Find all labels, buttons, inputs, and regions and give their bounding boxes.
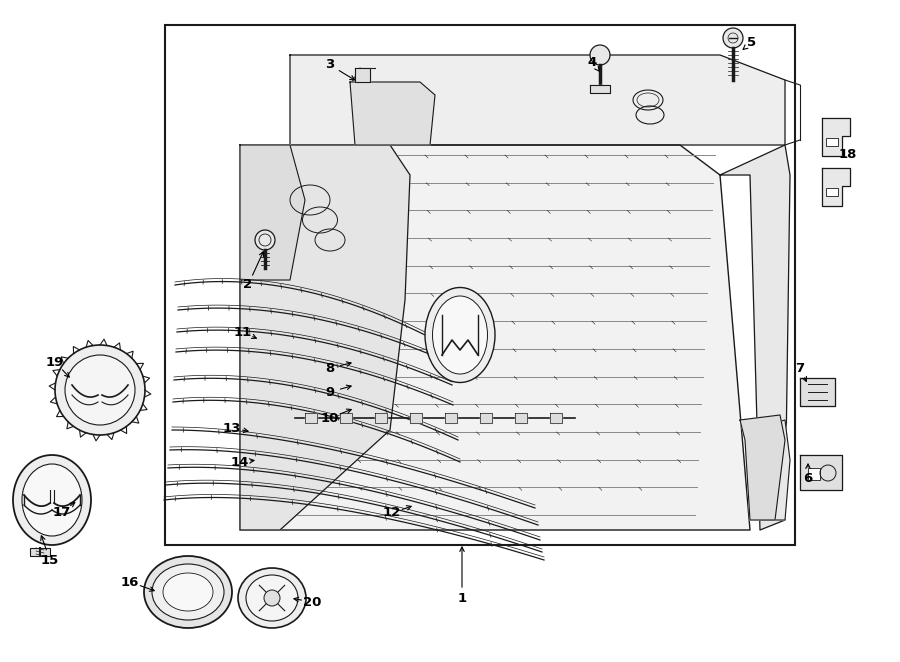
Polygon shape: [822, 168, 850, 206]
Polygon shape: [550, 413, 562, 423]
Text: 14: 14: [230, 455, 249, 469]
Text: 16: 16: [121, 575, 140, 589]
Ellipse shape: [433, 296, 488, 374]
Polygon shape: [240, 145, 305, 280]
Bar: [165, 25, 795, 545]
Text: 20: 20: [302, 596, 321, 608]
Polygon shape: [480, 413, 492, 423]
Text: 11: 11: [234, 326, 252, 338]
Text: 3: 3: [326, 58, 335, 71]
Text: 1: 1: [457, 592, 466, 604]
Polygon shape: [720, 145, 790, 530]
Bar: [30, 548, 50, 556]
Polygon shape: [740, 415, 785, 520]
Polygon shape: [355, 68, 370, 82]
Text: 15: 15: [40, 553, 59, 567]
Text: 19: 19: [46, 355, 64, 369]
Text: 17: 17: [53, 506, 71, 518]
Polygon shape: [445, 413, 457, 423]
Bar: [826, 188, 838, 196]
Polygon shape: [290, 55, 785, 145]
Circle shape: [255, 230, 275, 250]
Polygon shape: [515, 413, 527, 423]
Polygon shape: [800, 378, 835, 406]
Circle shape: [65, 355, 135, 425]
Circle shape: [55, 345, 145, 435]
Bar: [808, 468, 820, 480]
Ellipse shape: [425, 287, 495, 383]
Bar: [826, 138, 838, 146]
Polygon shape: [240, 145, 410, 530]
Circle shape: [264, 590, 280, 606]
Text: 13: 13: [223, 422, 241, 434]
Ellipse shape: [246, 575, 298, 621]
Ellipse shape: [152, 564, 224, 620]
Polygon shape: [350, 82, 435, 145]
Text: 5: 5: [747, 36, 757, 48]
Text: 12: 12: [382, 506, 401, 520]
Polygon shape: [410, 413, 422, 423]
Polygon shape: [750, 420, 790, 520]
Text: 8: 8: [326, 361, 335, 375]
Text: 6: 6: [804, 471, 813, 485]
Polygon shape: [240, 145, 750, 530]
Text: 9: 9: [326, 385, 335, 399]
Polygon shape: [340, 413, 352, 423]
Polygon shape: [305, 413, 317, 423]
Polygon shape: [375, 413, 387, 423]
Text: 18: 18: [839, 148, 857, 162]
Polygon shape: [822, 118, 850, 156]
Text: 2: 2: [243, 279, 253, 291]
Ellipse shape: [144, 556, 232, 628]
Polygon shape: [800, 455, 842, 490]
Text: 4: 4: [588, 56, 597, 68]
Ellipse shape: [238, 568, 306, 628]
Ellipse shape: [22, 464, 82, 536]
Text: 7: 7: [796, 361, 805, 375]
Polygon shape: [590, 85, 610, 93]
Text: 10: 10: [320, 412, 339, 424]
Ellipse shape: [13, 455, 91, 545]
Ellipse shape: [163, 573, 213, 611]
Circle shape: [723, 28, 743, 48]
Circle shape: [590, 45, 610, 65]
